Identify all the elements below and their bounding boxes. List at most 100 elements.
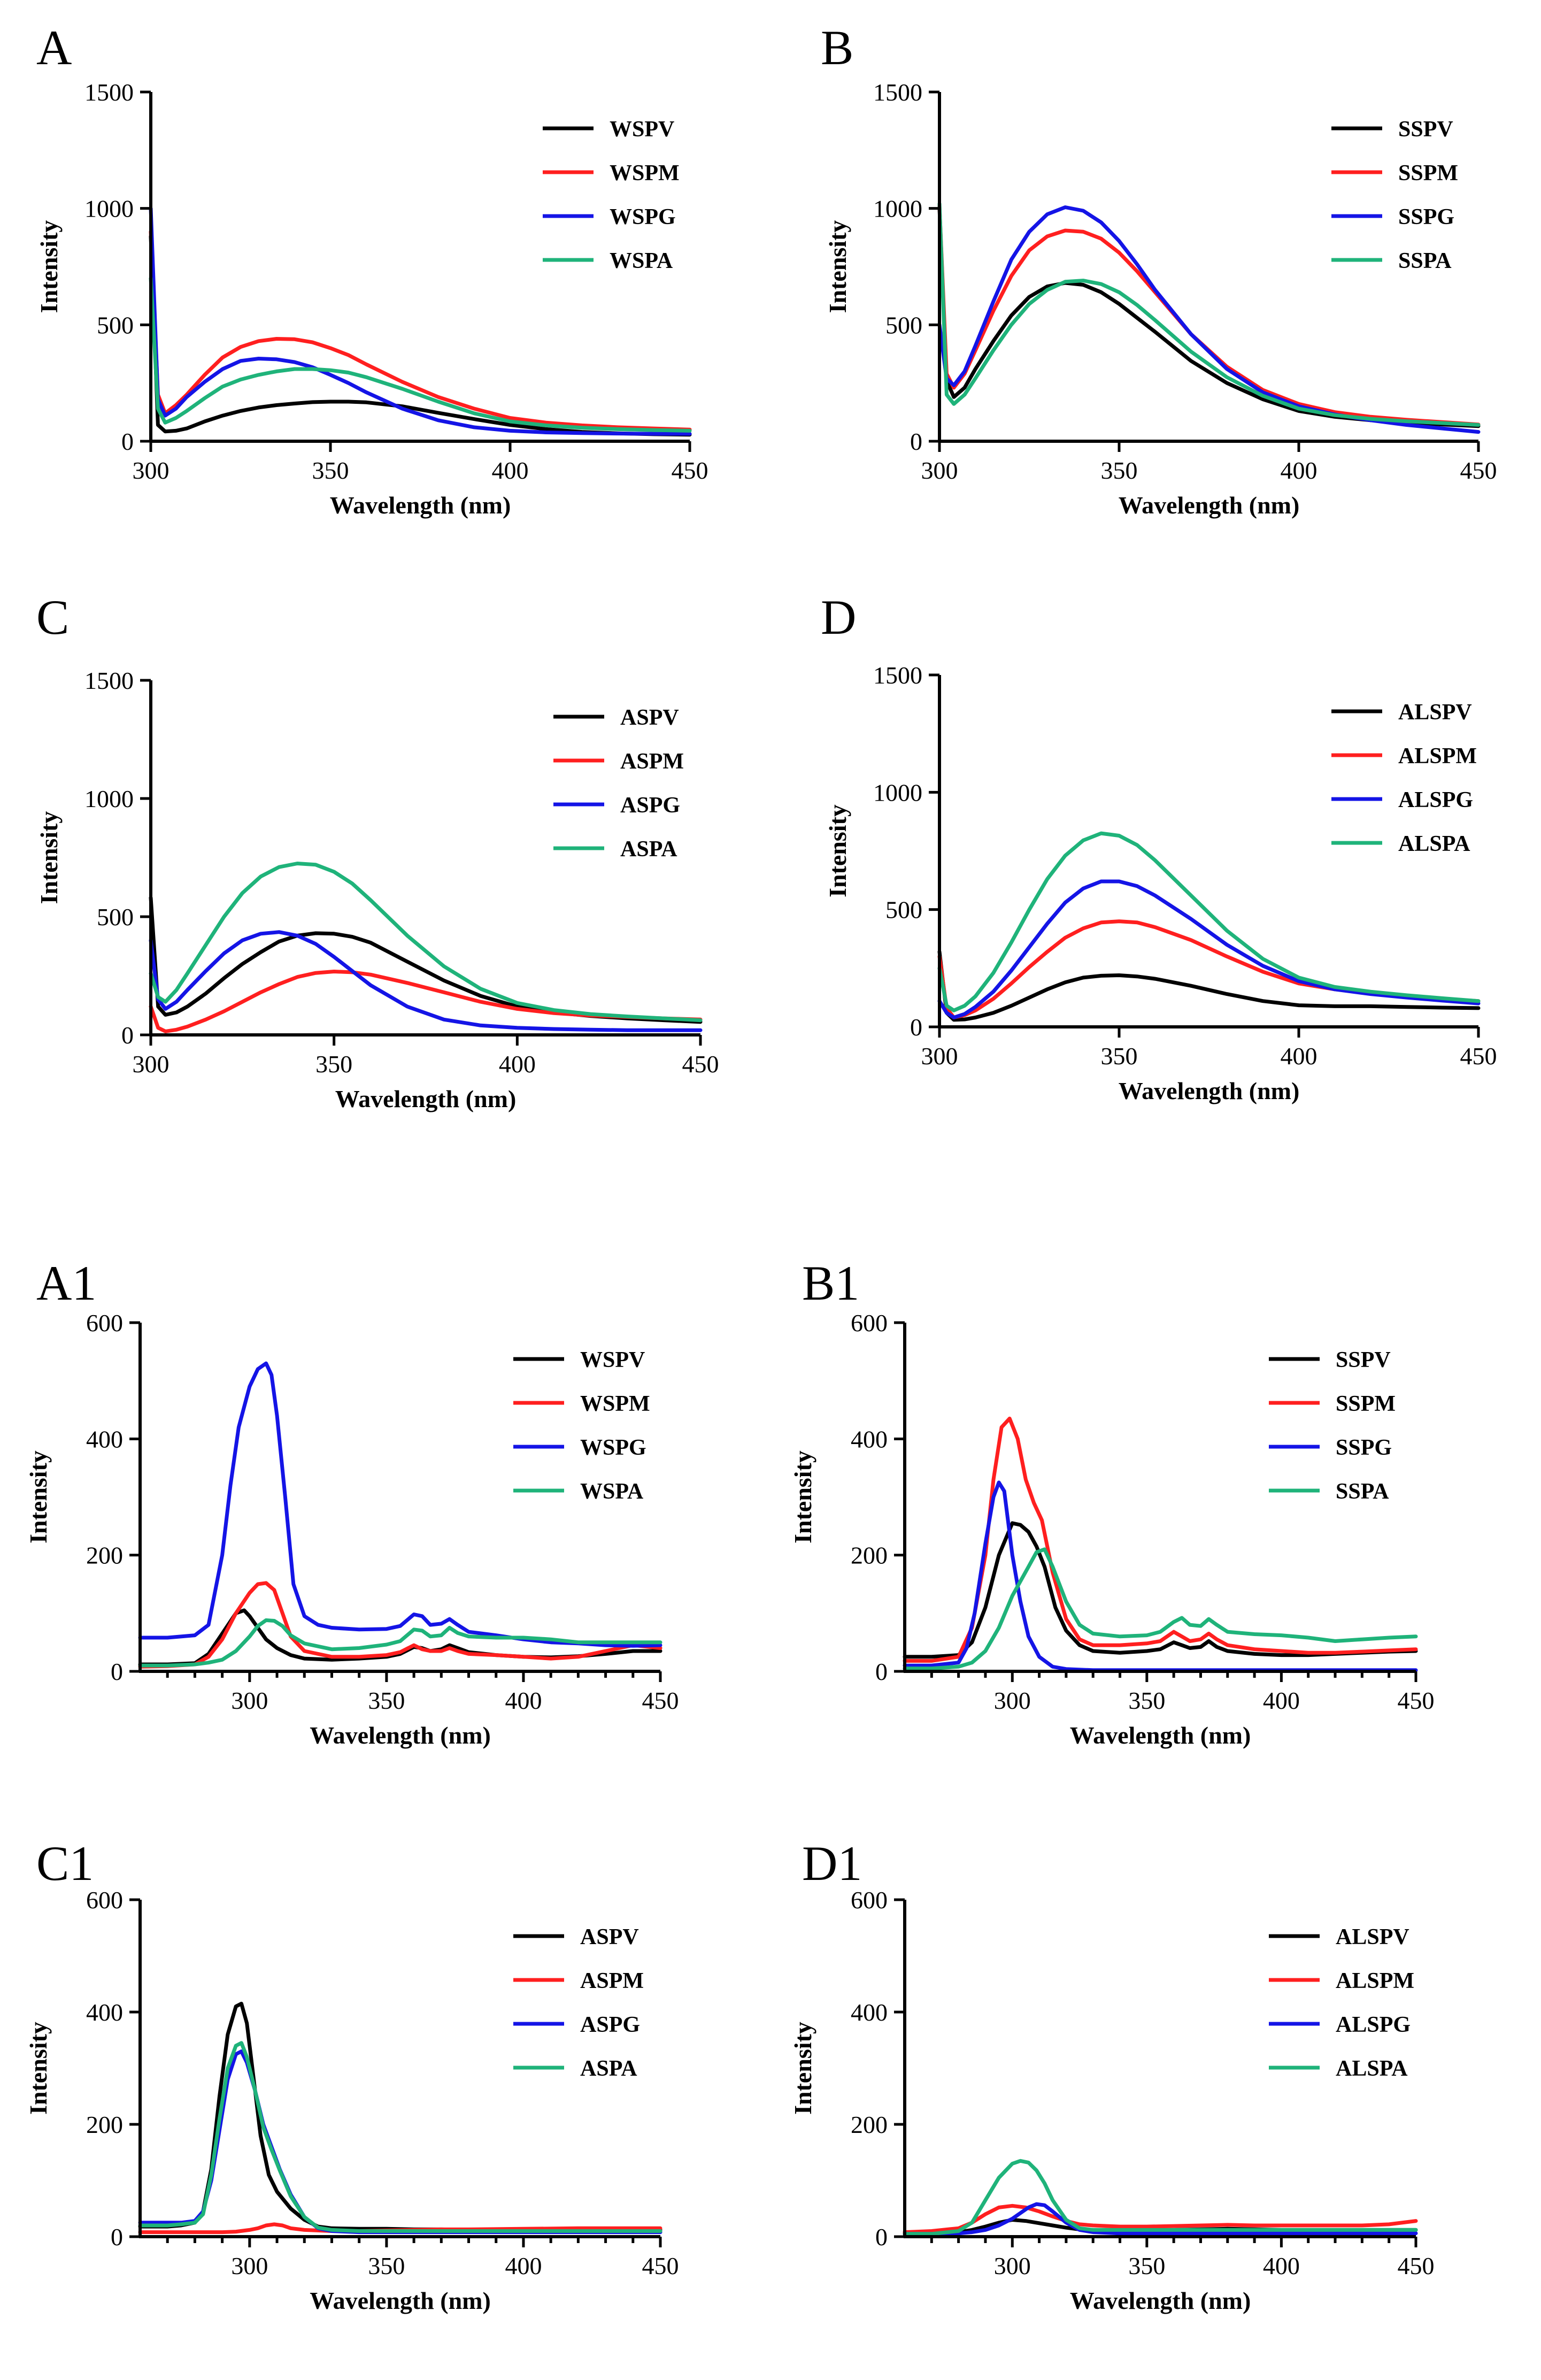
series-line-alspm [903,2204,1418,2235]
legend-label: ALSPG [1336,2013,1411,2037]
legend-label: SSPM [1336,1392,1396,1416]
legend-label: SSPM [1398,161,1458,186]
series-line-alspv [937,950,1481,1022]
y-tick-label: 0 [111,1658,123,1685]
y-tick-label: 600 [851,1886,888,1914]
series-line-aspa [149,862,703,1023]
legend-label: SSPG [1398,205,1454,229]
x-tick-label: 450 [672,457,708,484]
legend-label: ASPM [620,749,684,774]
x-tick-label: 350 [312,457,349,484]
series-line-alspa [903,2159,1418,2236]
series-line-aspg [149,930,703,1032]
y-tick-label: 600 [86,1309,123,1337]
x-axis-title: Wavelength (nm) [1119,492,1300,519]
legend-label: ALSPV [1336,1925,1409,1949]
x-tick-label: 300 [133,1050,169,1078]
x-axis-title: Wavelength (nm) [310,1722,491,1749]
x-tick-label: 350 [1101,457,1138,484]
y-tick-label: 1500 [84,667,134,694]
series-line-wspg [149,206,692,436]
series-line-sspv [903,1521,1418,1659]
x-tick-label: 400 [492,457,529,484]
y-tick-label: 0 [121,1022,134,1049]
x-tick-label: 350 [1128,2252,1165,2279]
x-tick-label: 450 [1398,1687,1435,1714]
y-tick-label: 0 [875,1658,888,1685]
series-line-wspm [138,1581,662,1669]
series-line-sspa [903,1547,1418,1671]
y-tick-label: 400 [851,1425,888,1453]
y-tick-label: 1500 [873,79,922,106]
y-tick-label: 400 [86,1999,123,2026]
x-tick-label: 350 [315,1050,352,1078]
series-line-alspg [903,2202,1418,2236]
y-axis-title: Intensity [824,804,851,897]
legend-label: ASPA [620,837,677,862]
panel-label: B1 [802,1256,859,1310]
series-line-sspa [937,202,1481,427]
x-tick-label: 300 [133,457,169,484]
y-tick-label: 500 [885,896,922,924]
series-line-sspg [937,205,1481,434]
chart-panel-c: C 300 350 400 450 0 500 1000 1500 Wavelength (nm)… [35,590,719,1112]
panel-label: D [821,590,856,644]
chart-panel-b: B 300 350 400 450 0 500 1000 1500 Wavelength (nm)… [821,20,1497,519]
legend-label: WSPM [610,161,680,186]
x-tick-label: 450 [1398,2252,1435,2279]
x-tick-label: 400 [1281,457,1317,484]
legend-label: SSPV [1398,117,1453,142]
y-tick-label: 200 [86,2111,123,2138]
legend-label: ALSPM [1398,744,1477,769]
legend-label: WSPG [610,205,676,229]
x-tick-label: 400 [1263,2252,1300,2279]
legend-label: ALSPV [1398,700,1472,725]
y-tick-label: 600 [851,1309,888,1337]
series-line-aspv [149,896,703,1024]
x-tick-label: 350 [1101,1042,1138,1070]
legend-label: SSPG [1336,1435,1392,1460]
x-tick-label: 450 [642,2252,679,2279]
legend-label: ASPV [580,1925,639,1949]
legend-label: ALSPA [1336,2056,1408,2081]
y-tick-label: 500 [885,311,922,339]
y-axis-title: Intensity [25,1450,52,1544]
y-tick-label: 0 [121,428,134,455]
y-tick-label: 400 [86,1425,123,1453]
chart-panel-a: A 300 350 400 450 0 500 1000 1500 Wavelength (nm)… [35,20,708,519]
x-axis-title: Wavelength (nm) [1070,2287,1251,2314]
series-line-wspm [149,229,692,432]
y-axis-title: Intensity [789,1450,816,1544]
x-tick-label: 300 [231,1687,268,1714]
y-tick-label: 1500 [84,79,134,106]
y-tick-label: 1000 [873,195,922,222]
y-tick-label: 0 [875,2223,888,2251]
series-line-wspa [138,1618,662,1668]
x-axis-title: Wavelength (nm) [310,2287,491,2314]
y-axis-title: Intensity [35,811,63,904]
y-tick-label: 500 [97,903,134,931]
legend-label: WSPM [580,1392,650,1416]
y-tick-label: 1000 [873,779,922,806]
x-tick-label: 350 [368,1687,405,1714]
panel-label: A1 [36,1256,96,1310]
panel-label: A [36,20,72,75]
y-axis-title: Intensity [789,2022,816,2115]
x-tick-label: 300 [994,2252,1031,2279]
x-tick-label: 400 [1281,1042,1317,1070]
y-tick-label: 1500 [873,662,922,689]
y-tick-label: 1000 [84,195,134,222]
panel-label: C [36,590,69,644]
panel-label: D1 [802,1836,862,1891]
x-axis-title: Wavelength (nm) [1119,1077,1300,1104]
legend-label: SSPV [1336,1348,1391,1372]
legend-label: ALSPG [1398,788,1473,812]
y-axis-title: Intensity [824,220,851,313]
x-tick-label: 450 [1460,1042,1497,1070]
chart-panel-a1: A1 300 350 400 450 0 200 400 600 Wavelength (nm) I… [25,1256,679,1749]
y-tick-label: 500 [97,311,134,339]
x-tick-label: 350 [368,2252,405,2279]
y-tick-label: 200 [851,1542,888,1569]
x-tick-label: 300 [231,2252,268,2279]
legend-label: ASPG [620,793,680,818]
